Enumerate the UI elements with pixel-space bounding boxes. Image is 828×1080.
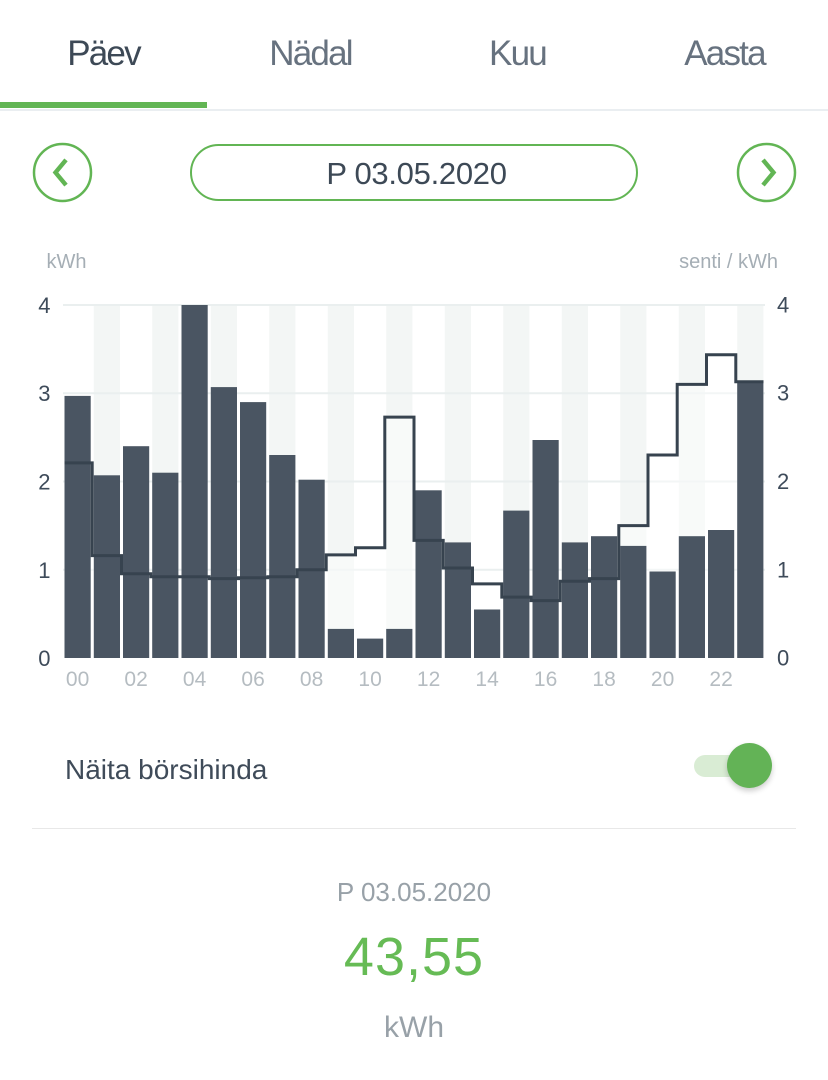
svg-text:1: 1: [38, 558, 50, 583]
svg-text:16: 16: [534, 668, 557, 691]
svg-text:1: 1: [777, 557, 789, 582]
svg-text:3: 3: [777, 381, 789, 406]
svg-text:senti / kWh: senti / kWh: [679, 251, 778, 273]
svg-text:00: 00: [66, 668, 89, 691]
svg-text:14: 14: [475, 668, 499, 691]
svg-text:kWh: kWh: [47, 251, 87, 273]
svg-text:06: 06: [241, 668, 264, 691]
svg-text:2: 2: [38, 470, 50, 495]
svg-text:2: 2: [777, 469, 789, 494]
svg-text:0: 0: [777, 646, 789, 671]
svg-text:3: 3: [38, 381, 50, 406]
svg-text:0: 0: [38, 646, 50, 671]
svg-text:4: 4: [38, 293, 50, 318]
svg-text:18: 18: [592, 668, 615, 691]
svg-text:02: 02: [124, 668, 147, 691]
svg-text:22: 22: [709, 668, 732, 691]
svg-text:10: 10: [358, 668, 381, 691]
svg-text:08: 08: [300, 668, 323, 691]
svg-text:12: 12: [417, 668, 440, 691]
svg-text:4: 4: [777, 293, 789, 318]
svg-text:04: 04: [183, 668, 207, 691]
svg-text:20: 20: [651, 668, 674, 691]
